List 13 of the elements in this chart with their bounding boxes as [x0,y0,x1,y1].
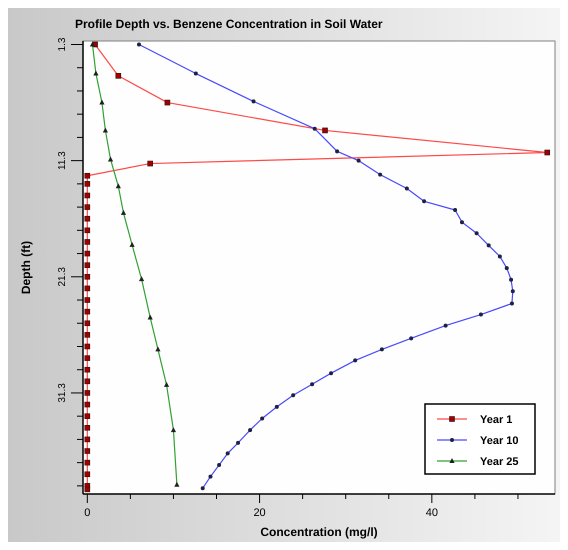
chart-title: Profile Depth vs. Benzene Concentration in Soil Water [75,17,383,31]
y-tick-label: 21.3 [57,266,68,287]
x-tick-label: 0 [84,507,90,519]
y-tick-label: 1.3 [57,37,68,52]
y-tick-label: 11.3 [57,150,68,170]
legend-label: Year 1 [480,414,512,426]
legend-label: Year 25 [480,456,519,468]
x-axis-title: Concentration (mg/l) [260,525,378,539]
y-axis-title: Depth (ft) [19,240,33,294]
x-tick-label: 20 [253,507,266,519]
x-tick-label: 40 [426,507,438,519]
legend-label: Year 10 [480,435,519,447]
y-tick-label: 31.3 [57,382,68,403]
